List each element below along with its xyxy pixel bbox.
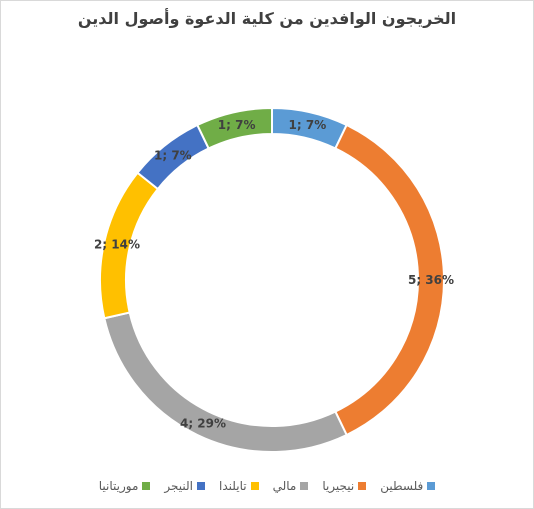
legend-label-5: موريتانيا bbox=[98, 479, 139, 493]
data-label-2: 4; 29% bbox=[180, 416, 226, 430]
legend-label-0: فلسطين bbox=[380, 479, 424, 493]
legend-swatch-2 bbox=[300, 482, 309, 490]
data-label-3: 2; 14% bbox=[94, 238, 140, 252]
legend-swatch-1 bbox=[358, 482, 367, 490]
legend-item-4: النيجر bbox=[164, 479, 205, 493]
chart-legend: فلسطين نيجيريا مالي تايلندا النيجر موريتانيا bbox=[1, 479, 533, 493]
legend-item-2: مالي bbox=[273, 479, 309, 493]
donut-chart: 1; 7% 5; 36% 4; 29% 2; 14% 1; 7% 1; 7% bbox=[94, 106, 454, 453]
donut-slice-5 bbox=[196, 106, 273, 150]
data-label-4: 1; 7% bbox=[154, 149, 192, 163]
legend-swatch-0 bbox=[427, 482, 436, 490]
legend-label-3: تايلندا bbox=[219, 479, 247, 493]
data-label-5: 1; 7% bbox=[218, 118, 256, 132]
legend-item-5: موريتانيا bbox=[99, 479, 151, 493]
data-label-0: 1; 7% bbox=[289, 118, 327, 132]
legend-item-3: تايلندا bbox=[219, 479, 259, 493]
data-label-1: 5; 36% bbox=[408, 273, 454, 287]
legend-label-2: مالي bbox=[272, 479, 297, 493]
donut-slice-2 bbox=[103, 311, 348, 453]
legend-label-1: نيجيريا bbox=[322, 479, 355, 493]
legend-swatch-3 bbox=[250, 482, 259, 490]
legend-item-0: فلسطين bbox=[380, 479, 436, 493]
legend-swatch-5 bbox=[142, 482, 151, 490]
legend-item-1: نيجيريا bbox=[322, 479, 367, 493]
legend-swatch-4 bbox=[197, 482, 205, 490]
legend-label-4: النيجر bbox=[164, 479, 193, 493]
chart-title: الخريجون الوافدين من كلية الدعوة وأصول ا… bbox=[77, 9, 457, 28]
